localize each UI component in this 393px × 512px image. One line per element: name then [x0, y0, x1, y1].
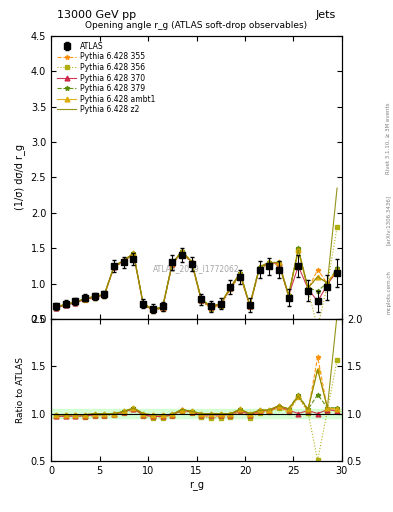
Text: Rivet 3.1.10, ≥ 3M events: Rivet 3.1.10, ≥ 3M events	[386, 102, 391, 174]
Text: Opening angle r_g (ATLAS soft-drop observables): Opening angle r_g (ATLAS soft-drop obser…	[85, 21, 308, 30]
Legend: ATLAS, Pythia 6.428 355, Pythia 6.428 356, Pythia 6.428 370, Pythia 6.428 379, P: ATLAS, Pythia 6.428 355, Pythia 6.428 35…	[55, 39, 158, 116]
Text: [arXiv:1306.3436]: [arXiv:1306.3436]	[386, 195, 391, 245]
Y-axis label: (1/σ) dσ/d r_g: (1/σ) dσ/d r_g	[14, 144, 25, 210]
Text: ATLAS_2019_I1772062: ATLAS_2019_I1772062	[153, 264, 240, 273]
X-axis label: r_g: r_g	[189, 481, 204, 491]
Text: mcplots.cern.ch: mcplots.cern.ch	[386, 270, 391, 314]
Text: 13000 GeV pp: 13000 GeV pp	[57, 10, 136, 20]
Y-axis label: Ratio to ATLAS: Ratio to ATLAS	[16, 357, 25, 423]
Text: Jets: Jets	[316, 10, 336, 20]
